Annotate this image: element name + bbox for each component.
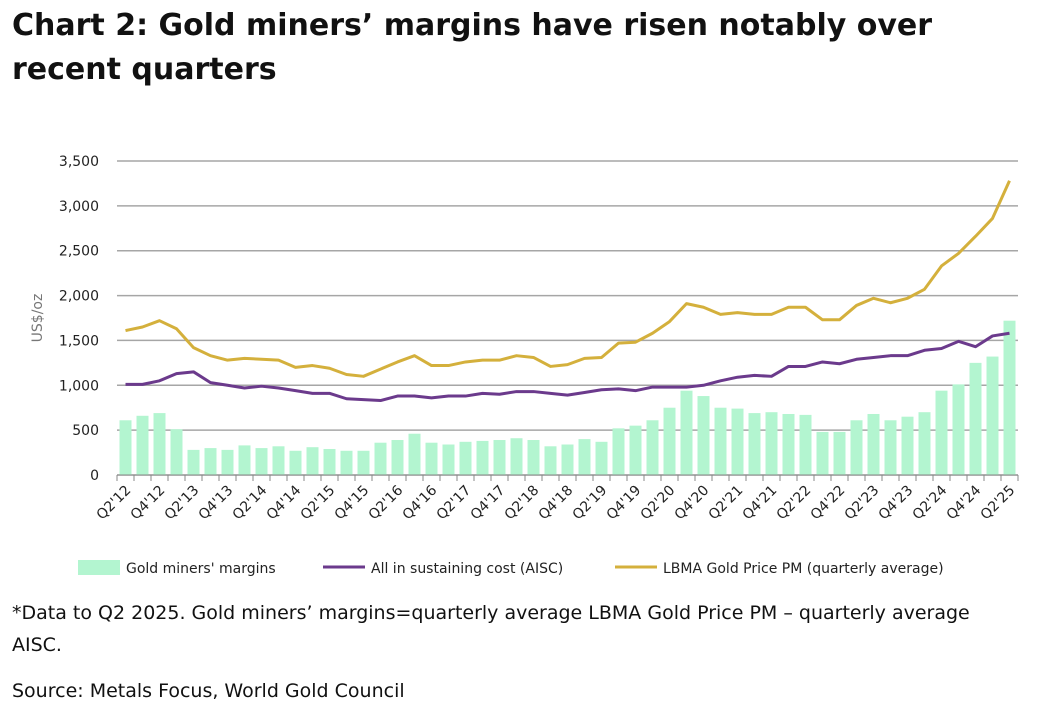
bar-margin xyxy=(901,416,914,475)
x-tick-label: Q2'13 xyxy=(162,483,203,524)
bar-margin xyxy=(646,420,659,475)
legend-label: All in sustaining cost (AISC) xyxy=(371,561,563,577)
bar-margin xyxy=(527,440,540,475)
x-tick-label: Q4'15 xyxy=(332,483,373,524)
footnote: *Data to Q2 2025. Gold miners’ margins=q… xyxy=(12,602,970,656)
bar-margin xyxy=(816,431,829,475)
x-tick-label: Q4'24 xyxy=(944,482,985,523)
bar-margin xyxy=(187,449,200,475)
bar-margin xyxy=(714,407,727,475)
x-tick-label: Q4'18 xyxy=(536,483,577,524)
bar-margin xyxy=(952,384,965,475)
bar-margin xyxy=(289,450,302,475)
x-tick-label: Q4'21 xyxy=(740,483,781,524)
bar-margin xyxy=(969,362,982,475)
bar-margin xyxy=(442,444,455,475)
bar-margin xyxy=(629,425,642,475)
bar-margin xyxy=(306,447,319,475)
bar-margin xyxy=(374,442,387,475)
line-gold-price xyxy=(125,180,1011,378)
bar-margin xyxy=(340,450,353,475)
bar-margin xyxy=(170,429,183,475)
bar-margin xyxy=(408,433,421,475)
bar-margin xyxy=(561,444,574,475)
bar-margin xyxy=(544,446,557,475)
bar-margin xyxy=(850,420,863,475)
y-tick-label: 500 xyxy=(72,423,99,439)
x-tick-label: Q4'17 xyxy=(468,483,509,524)
y-tick-label: 2,500 xyxy=(59,244,99,260)
bar-margin xyxy=(867,413,880,475)
x-tick-label: Q2'20 xyxy=(638,483,679,524)
bar-margin xyxy=(986,356,999,475)
bar-margin xyxy=(238,445,251,475)
bar-margin xyxy=(595,441,608,475)
bar-margin xyxy=(918,412,931,475)
x-tick-label: Q2'22 xyxy=(774,483,815,524)
x-tick-label: Q2'18 xyxy=(502,483,543,524)
x-tick-label: Q4'22 xyxy=(808,483,849,524)
x-tick-label: Q2'24 xyxy=(910,482,951,523)
bar-margin xyxy=(697,396,710,475)
bar-margin xyxy=(119,420,132,475)
x-tick-label: Q2'23 xyxy=(842,483,883,524)
bar-margin xyxy=(833,431,846,475)
x-tick-label: Q4'16 xyxy=(400,482,441,523)
y-tick-label: 3,500 xyxy=(59,154,99,170)
legend-label: LBMA Gold Price PM (quarterly average) xyxy=(663,561,944,577)
bar-margin xyxy=(731,408,744,475)
bar-margin xyxy=(765,412,778,475)
bar-margin xyxy=(578,439,591,475)
bar-margin xyxy=(799,414,812,475)
bar-margin xyxy=(612,428,625,475)
x-tick-label: Q4'13 xyxy=(196,483,237,524)
y-tick-label: 3,000 xyxy=(59,199,99,215)
bar-margin xyxy=(255,448,268,475)
bar-margin xyxy=(221,449,234,475)
line-aisc xyxy=(125,331,1010,403)
x-tick-label: Q2'12 xyxy=(94,483,135,524)
x-tick-label: Q2'14 xyxy=(230,482,271,523)
bar-margin xyxy=(323,448,336,475)
bar-margin xyxy=(136,415,149,475)
y-tick-label: 1,000 xyxy=(59,378,99,394)
bar-margin xyxy=(391,440,404,475)
x-tick-label: Q2'15 xyxy=(298,483,339,524)
y-tick-label: 1,500 xyxy=(59,333,99,349)
bar-margin xyxy=(935,390,948,475)
bar-margin xyxy=(272,446,285,475)
x-tick-label: Q2'17 xyxy=(434,483,475,524)
bar-margin xyxy=(357,450,370,475)
x-tick-label: Q2'16 xyxy=(366,482,407,523)
chart-title: Chart 2: Gold miners’ margins have risen… xyxy=(12,8,933,87)
y-tick-label: 0 xyxy=(90,468,99,484)
legend-swatch xyxy=(78,560,120,575)
bar-margin xyxy=(153,413,166,475)
bar-margin xyxy=(510,438,523,475)
legend-label: Gold miners' margins xyxy=(126,561,276,577)
bar-margin xyxy=(782,413,795,475)
bar-margin xyxy=(425,442,438,475)
bar-margin xyxy=(1003,320,1016,475)
x-tick-label: Q4'20 xyxy=(672,483,713,524)
x-tick-label: Q4'12 xyxy=(128,483,169,524)
y-tick-label: 2,000 xyxy=(59,289,99,305)
x-tick-label: Q4'23 xyxy=(876,483,917,524)
bar-margin xyxy=(663,407,676,475)
x-tick-label: Q2'19 xyxy=(570,483,611,524)
bar-margin xyxy=(748,413,761,475)
x-tick-label: Q2'25 xyxy=(978,483,1019,524)
x-tick-label: Q4'19 xyxy=(604,483,645,524)
y-axis-label: US$/oz xyxy=(30,294,46,343)
bar-margin xyxy=(680,390,693,475)
bar-margin xyxy=(204,448,217,475)
x-tick-label: Q4'14 xyxy=(264,482,305,523)
bar-margin xyxy=(459,441,472,475)
bar-margin xyxy=(476,440,489,475)
source: Source: Metals Focus, World Gold Council xyxy=(12,680,405,702)
x-tick-label: Q2'21 xyxy=(706,483,747,524)
bar-margin xyxy=(884,420,897,475)
bar-margin xyxy=(493,440,506,475)
